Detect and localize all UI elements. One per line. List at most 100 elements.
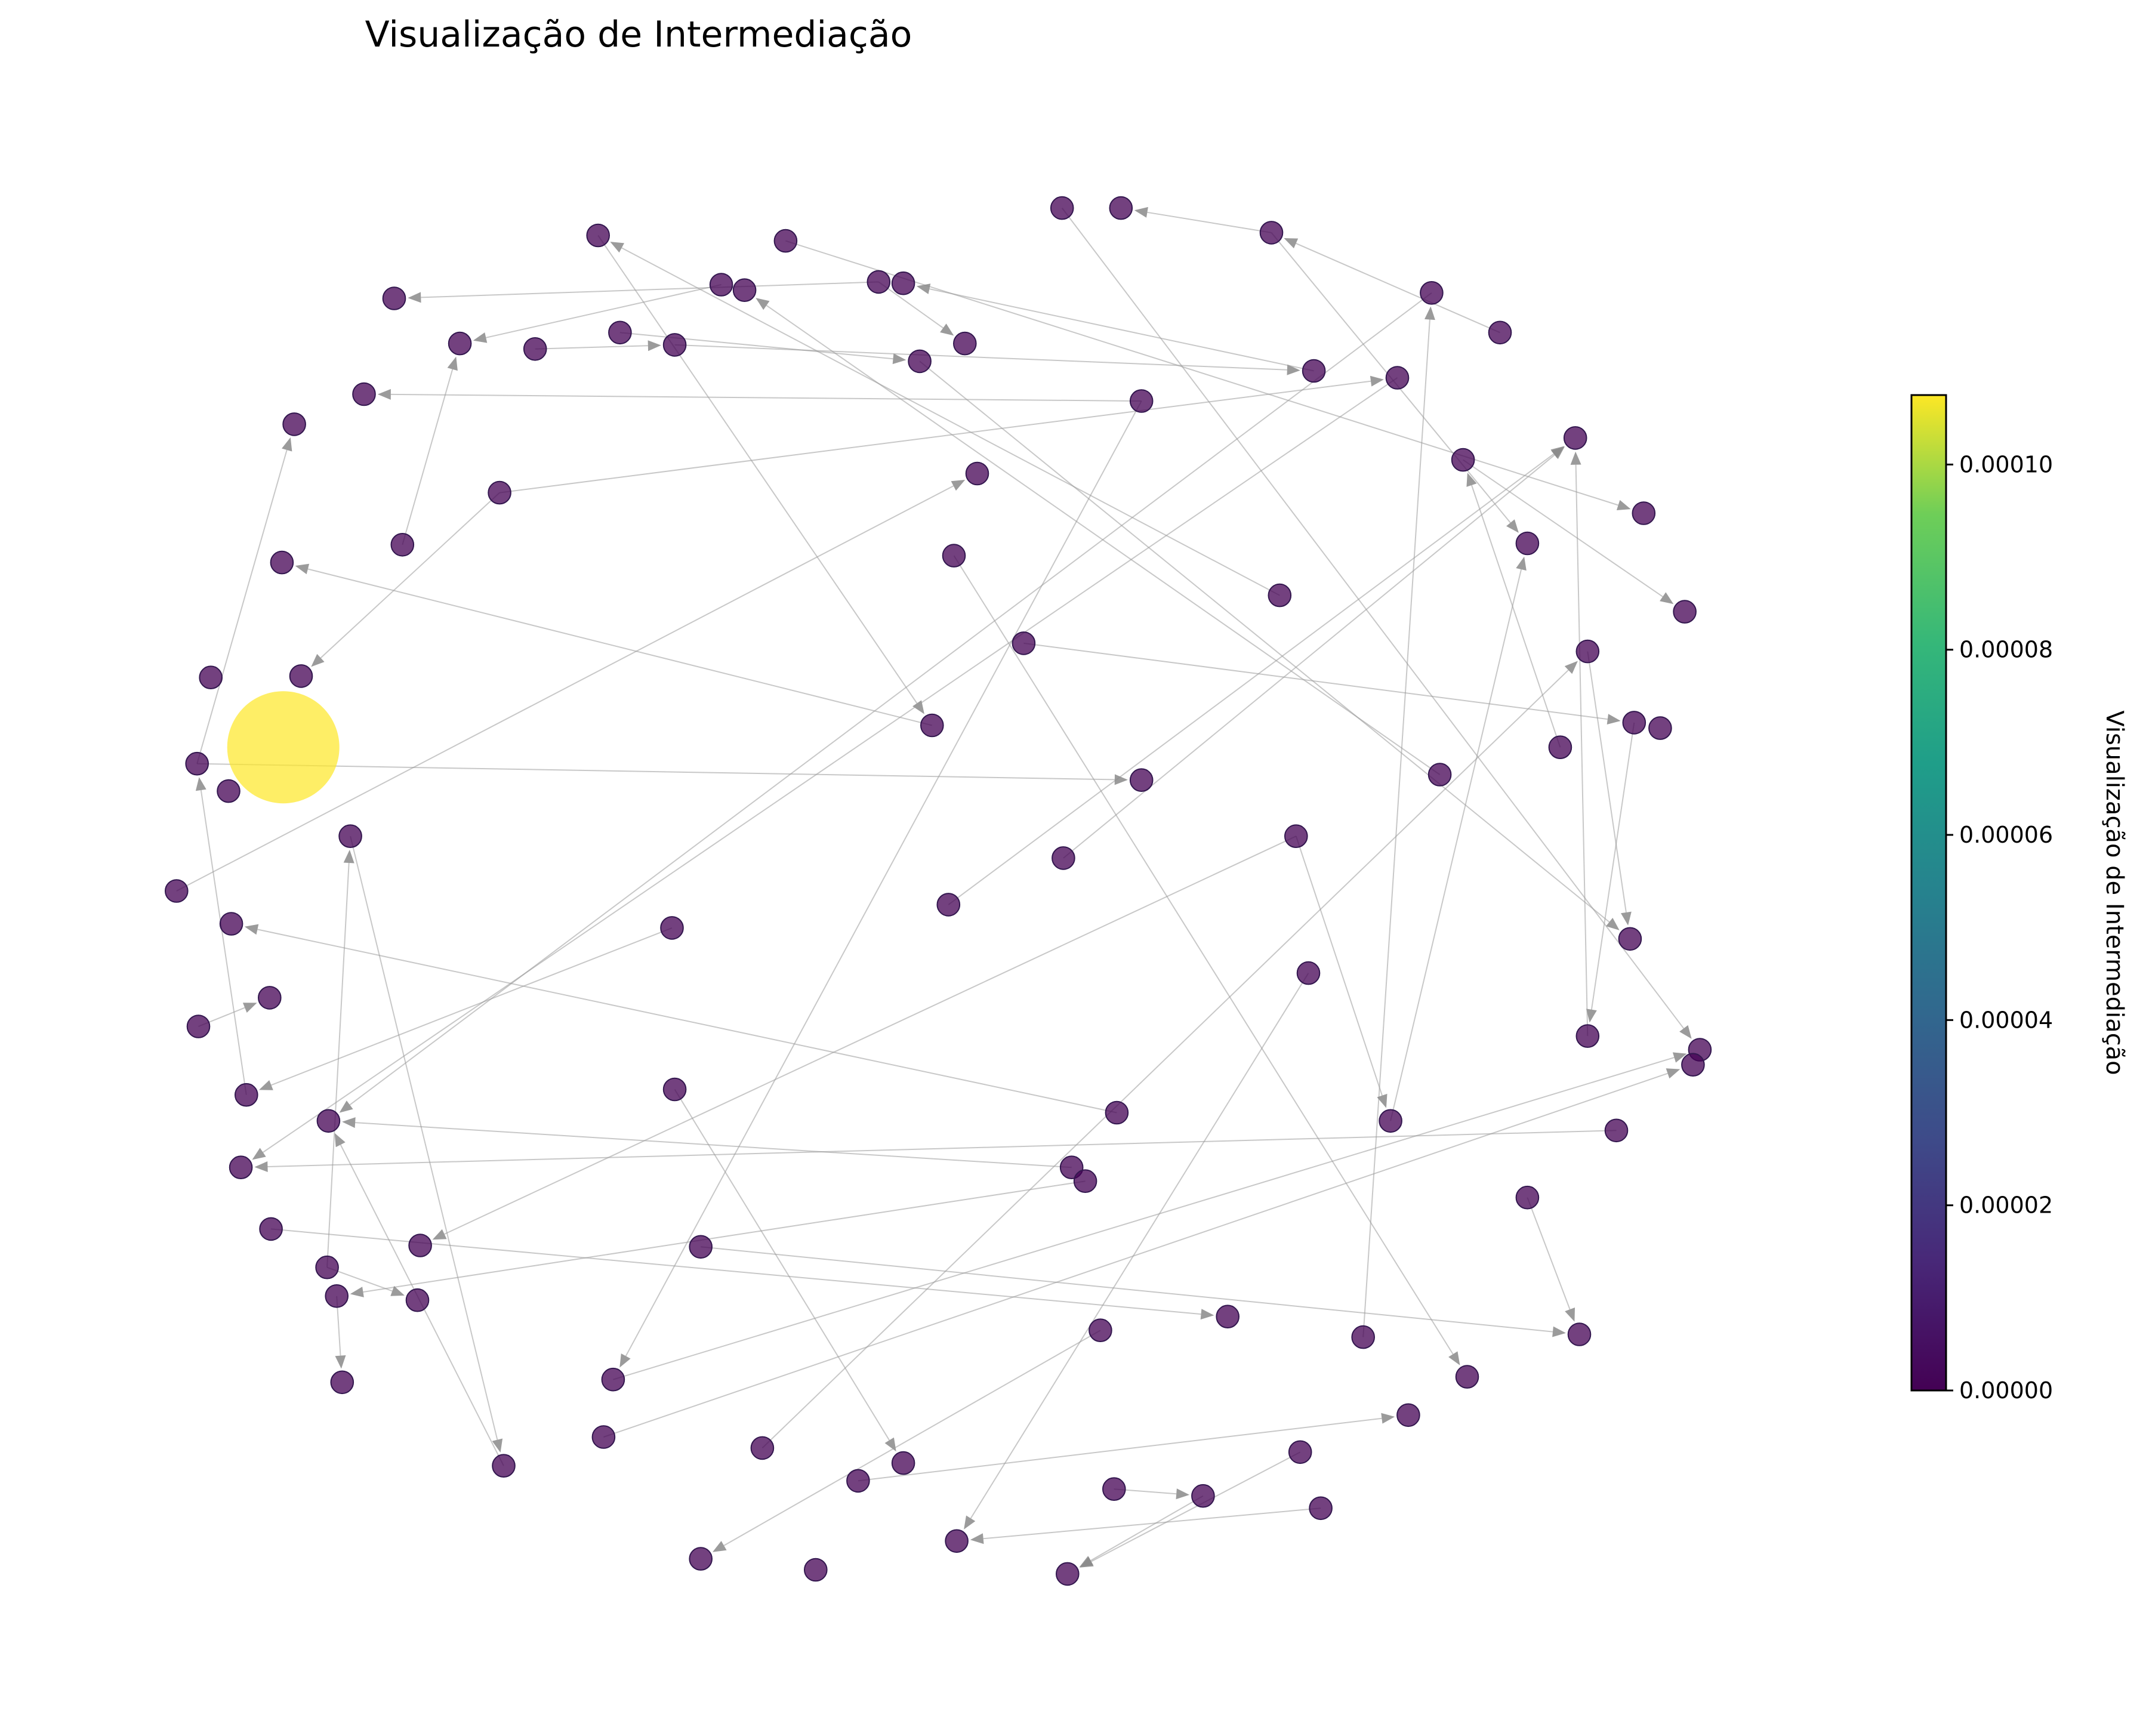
graph-node bbox=[1567, 1322, 1592, 1346]
graph-node bbox=[1296, 961, 1321, 985]
graph-edge bbox=[320, 492, 500, 659]
graph-node bbox=[1129, 389, 1154, 413]
graph-node bbox=[1632, 501, 1656, 525]
graph-edge bbox=[326, 862, 350, 1268]
graph-edge bbox=[625, 400, 1142, 1356]
graph-edge bbox=[1390, 569, 1522, 1121]
edge-arrowhead bbox=[1552, 1326, 1566, 1337]
graph-node bbox=[1455, 1365, 1479, 1389]
graph-node bbox=[165, 879, 189, 903]
graph-edge bbox=[444, 835, 1297, 1235]
graph-edge bbox=[486, 284, 722, 338]
colorbar-gradient bbox=[1910, 394, 1947, 1392]
edge-arrowhead bbox=[1516, 556, 1527, 571]
graph-node bbox=[1050, 196, 1074, 220]
graph-edge bbox=[878, 281, 944, 329]
edge-arrowhead bbox=[1176, 1488, 1190, 1500]
graph-node bbox=[1563, 426, 1587, 450]
graph-node bbox=[1681, 1053, 1705, 1077]
graph-node bbox=[1056, 1562, 1080, 1586]
graph-node bbox=[1548, 735, 1572, 759]
edge-arrowhead bbox=[912, 700, 924, 714]
edge-arrowhead bbox=[1134, 206, 1148, 218]
edge-arrowhead bbox=[447, 356, 458, 371]
graph-node bbox=[199, 665, 223, 689]
graph-edge bbox=[929, 288, 1314, 372]
graph-node bbox=[846, 1469, 870, 1493]
chart-title: Visualização de Intermediação bbox=[365, 14, 912, 55]
edge-arrowhead bbox=[492, 1438, 503, 1453]
edge-arrowhead bbox=[1424, 306, 1435, 320]
graph-edge bbox=[766, 304, 1441, 775]
colorbar-tick-label: 0.00008 bbox=[1959, 637, 2053, 663]
graph-edge bbox=[613, 1057, 1675, 1380]
edge-arrowhead bbox=[244, 924, 259, 935]
colorbar-tick-label: 0.00006 bbox=[1959, 822, 2053, 848]
graph-edge bbox=[1575, 464, 1589, 1037]
graph-edge bbox=[1091, 1451, 1301, 1562]
graph-node bbox=[259, 1217, 283, 1241]
graph-node bbox=[315, 1255, 339, 1279]
edge-arrowhead bbox=[648, 340, 661, 351]
graph-node bbox=[330, 1370, 354, 1395]
graph-node bbox=[1216, 1305, 1240, 1328]
graph-node bbox=[1129, 768, 1154, 792]
edge-arrowhead bbox=[377, 388, 391, 400]
edge-arrowhead bbox=[343, 850, 354, 864]
graph-edge bbox=[196, 449, 288, 764]
edge-arrowhead bbox=[1284, 238, 1299, 249]
graph-node bbox=[920, 713, 944, 738]
graph-edge bbox=[307, 568, 933, 726]
colorbar-tick-label: 0.00002 bbox=[1959, 1192, 2053, 1219]
graph-edge bbox=[1090, 1495, 1204, 1561]
graph-edge bbox=[1147, 211, 1272, 233]
graph-node bbox=[408, 1234, 432, 1257]
graph-edge bbox=[674, 344, 1287, 371]
graph-edge bbox=[197, 763, 1115, 781]
graph-node bbox=[891, 271, 915, 295]
graph-edge bbox=[421, 281, 879, 298]
edge-arrowhead bbox=[940, 323, 954, 336]
graph-node bbox=[235, 1083, 258, 1107]
edge-arrowhead bbox=[1200, 1309, 1214, 1320]
edge-arrowhead bbox=[432, 1229, 447, 1240]
edge-arrowhead bbox=[1660, 592, 1674, 605]
graph-edge bbox=[1295, 835, 1383, 1096]
edge-arrowhead bbox=[339, 1100, 353, 1113]
graph-node bbox=[1515, 531, 1540, 556]
graph-edge bbox=[535, 345, 648, 350]
graph-edge bbox=[919, 360, 1610, 923]
edge-arrowhead bbox=[311, 653, 325, 667]
graph-node bbox=[1284, 824, 1308, 848]
graph-node bbox=[1351, 1325, 1375, 1349]
edge-arrowhead bbox=[916, 283, 931, 294]
graph-node bbox=[1089, 1318, 1112, 1342]
graph-edge bbox=[953, 555, 1454, 1355]
graph-edge bbox=[355, 1122, 1072, 1168]
edge-arrowhead bbox=[1079, 1556, 1094, 1567]
graph-node bbox=[325, 1284, 349, 1308]
graph-node bbox=[492, 1454, 516, 1478]
edge-arrowhead bbox=[884, 1437, 896, 1452]
graph-node bbox=[942, 544, 966, 568]
edge-arrowhead bbox=[1564, 661, 1578, 674]
edge-arrowhead bbox=[473, 332, 488, 343]
graph-node bbox=[219, 912, 243, 936]
graph-edge bbox=[200, 790, 247, 1095]
graph-node bbox=[229, 1155, 253, 1179]
graph-node bbox=[662, 1077, 687, 1102]
graph-edge bbox=[402, 369, 454, 545]
graph-node bbox=[1259, 221, 1284, 245]
colorbar-tick-label: 0.00010 bbox=[1959, 451, 2053, 477]
graph-node bbox=[1073, 1169, 1097, 1193]
graph-edge bbox=[674, 1089, 890, 1441]
graph-node bbox=[945, 1529, 969, 1553]
graph-node bbox=[732, 278, 757, 303]
graph-edge bbox=[350, 835, 498, 1440]
edge-arrowhead bbox=[334, 1133, 346, 1148]
edge-arrowhead bbox=[1607, 714, 1621, 724]
graph-node bbox=[1420, 281, 1444, 305]
graph-node bbox=[1109, 196, 1133, 220]
graph-node bbox=[258, 986, 282, 1010]
edge-arrowhead bbox=[1679, 1025, 1692, 1039]
